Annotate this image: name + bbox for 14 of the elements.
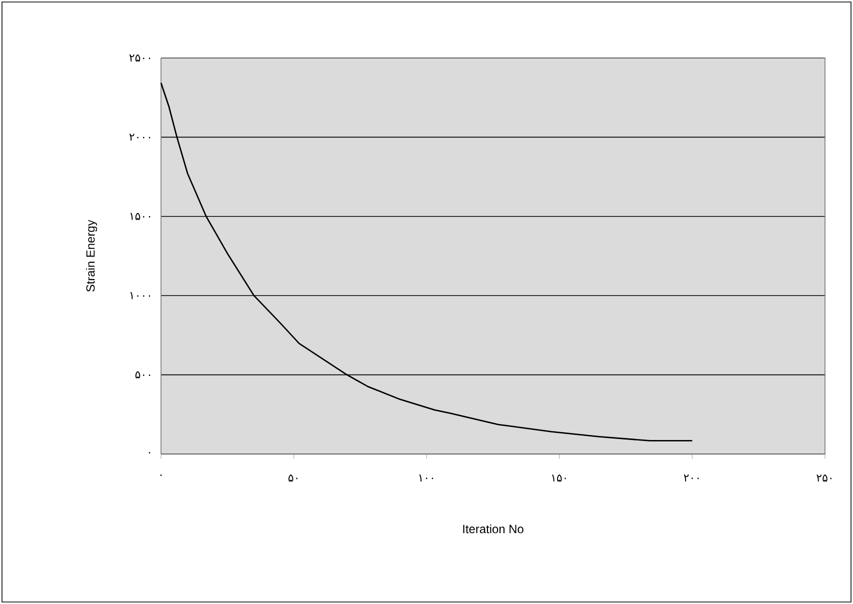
x-tick-label: ۱۵۰: [552, 474, 566, 482]
x-tick-label: ۱۰۰: [419, 474, 434, 482]
x-tick-label: ۲۵۰: [816, 474, 832, 482]
y-tick-label: ۲۰۰۰: [129, 134, 150, 141]
x-tick-label: ۵۰: [288, 474, 298, 482]
x-tick-label: ۰: [160, 474, 162, 476]
y-tick-label: ۲۵۰۰: [129, 54, 150, 62]
y-tick-label: ۱۰۰۰: [130, 292, 150, 300]
y-tick-label: ۵۰۰: [135, 371, 150, 378]
x-tick-label: ۲۰۰: [684, 474, 699, 482]
y-tick-label: ۱۵۰۰: [130, 212, 150, 220]
y-axis-title: Strain Energy: [86, 220, 98, 292]
x-axis-title: Iteration No: [463, 524, 524, 534]
y-tick-label: ۰: [148, 452, 150, 454]
